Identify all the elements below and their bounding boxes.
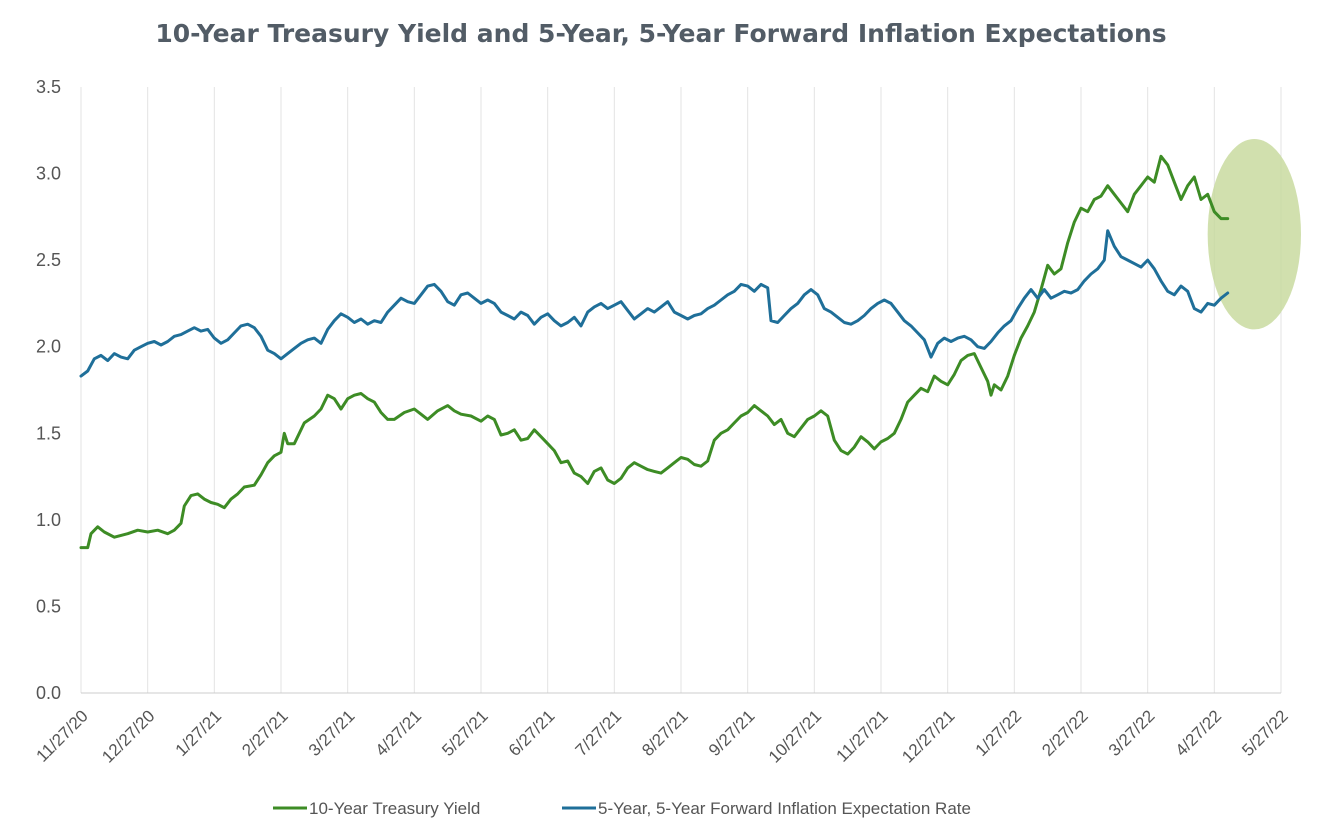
x-tick-label: 5/27/22	[1238, 706, 1292, 760]
x-tick-label: 11/27/21	[832, 706, 891, 765]
highlight-ellipse	[1207, 138, 1302, 330]
x-tick-label: 5/27/21	[438, 706, 492, 760]
x-tick-label: 3/27/22	[1105, 706, 1159, 760]
x-tick-label: 6/27/21	[505, 706, 559, 760]
series-lines	[79, 154, 1230, 550]
x-tick-label: 2/27/22	[1038, 706, 1092, 760]
x-tick-label: 4/27/21	[372, 706, 426, 760]
x-tick-label: 11/27/20	[32, 706, 91, 765]
x-tick-label: 3/27/21	[305, 706, 359, 760]
y-axis: 0.0 0.5 1.0 1.5 2.0 2.5 3.0 3.5	[36, 77, 61, 703]
x-tick-label: 1/27/22	[972, 706, 1026, 760]
x-tick-label: 7/27/21	[572, 706, 626, 760]
x-tick-label: 10/27/21	[765, 706, 825, 766]
x-tick-label: 12/27/20	[98, 706, 158, 766]
y-tick-label: 0.0	[36, 683, 61, 703]
series-line-inflation-expectation	[79, 229, 1230, 378]
gridlines	[80, 87, 1282, 693]
y-tick-label: 1.0	[36, 510, 61, 530]
y-tick-label: 3.5	[36, 77, 61, 97]
x-axis: 11/27/20 12/27/20 1/27/21 2/27/21 3/27/21 4/2…	[32, 692, 1292, 767]
x-tick-label: 1/27/21	[172, 706, 226, 760]
x-tick-label: 2/27/21	[238, 706, 292, 760]
x-tick-label: 9/27/21	[705, 706, 759, 760]
y-tick-label: 0.5	[36, 596, 61, 616]
highlight-region	[1207, 138, 1302, 330]
y-tick-label: 2.0	[36, 337, 61, 357]
legend: 10-Year Treasury Yield 5-Year, 5-Year For…	[273, 799, 971, 818]
y-tick-label: 2.5	[36, 250, 61, 270]
chart-title: 10-Year Treasury Yield and 5-Year, 5-Yea…	[155, 19, 1166, 48]
y-tick-label: 3.0	[36, 164, 61, 184]
legend-label: 5-Year, 5-Year Forward Inflation Expecta…	[598, 799, 971, 818]
x-tick-label: 4/27/22	[1172, 706, 1226, 760]
legend-label: 10-Year Treasury Yield	[309, 799, 480, 818]
series-line-treasury-yield	[79, 154, 1230, 550]
x-tick-label: 12/27/21	[898, 706, 958, 766]
x-tick-label: 8/27/21	[638, 706, 692, 760]
y-tick-label: 1.5	[36, 423, 61, 443]
